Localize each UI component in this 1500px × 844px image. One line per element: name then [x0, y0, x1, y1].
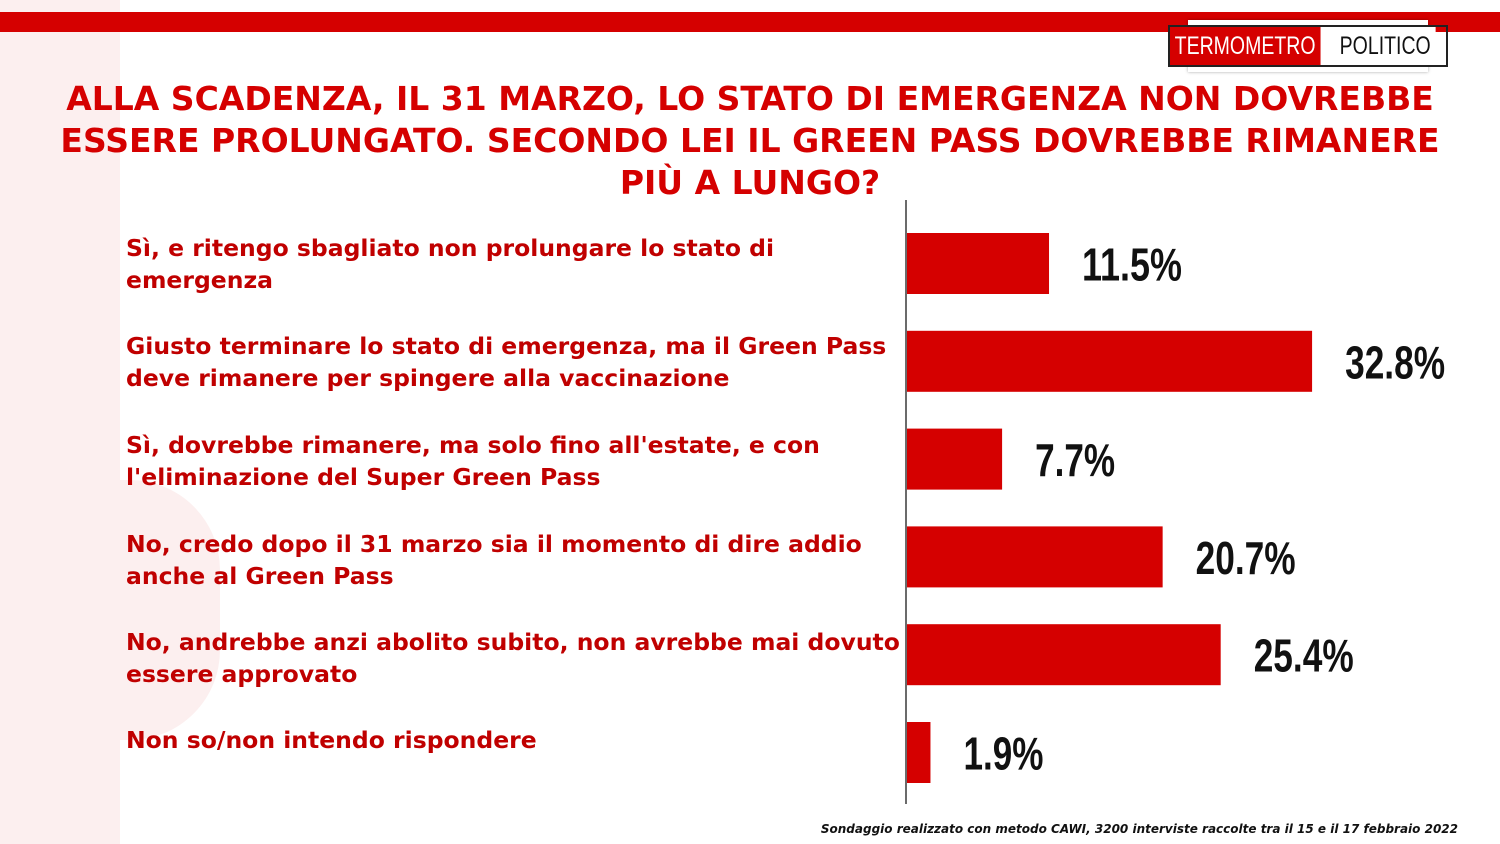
- bar-1: [907, 233, 1050, 294]
- category-label-3: Sì, dovrebbe rimanere, ma solo fino all'…: [126, 431, 820, 491]
- logo-text-politico: POLITICO: [1334, 27, 1436, 65]
- category-label-2: Giusto terminare lo stato di emergenza, …: [126, 332, 887, 392]
- bar-2: [907, 330, 1313, 392]
- data-label-6: 1.9%: [963, 728, 1043, 780]
- bar-5: [907, 624, 1221, 686]
- bar-4: [907, 526, 1163, 588]
- bar-6: [907, 722, 931, 783]
- brand-logo: TERMOMETRO POLITICO: [1168, 20, 1448, 72]
- data-label-4: 20.7%: [1196, 532, 1296, 584]
- data-label-1: 11.5%: [1082, 239, 1182, 291]
- footer-note: Sondaggio realizzato con metodo CAWI, 32…: [820, 822, 1458, 836]
- data-label-5: 25.4%: [1254, 630, 1354, 682]
- logo-text-termometro: TERMOMETRO: [1170, 27, 1321, 65]
- bar-3: [907, 428, 1003, 490]
- category-label-4: No, credo dopo il 31 marzo sia il moment…: [126, 530, 862, 590]
- top-accent-bar: [0, 12, 1500, 32]
- chart-title: ALLA SCADENZA, IL 31 MARZO, LO STATO DI …: [60, 79, 1440, 202]
- data-label-2: 32.8%: [1345, 336, 1445, 388]
- data-label-3: 7.7%: [1035, 434, 1115, 486]
- category-axis-line: [905, 200, 907, 804]
- category-label-5: No, andrebbe anzi abolito subito, non av…: [126, 628, 900, 688]
- category-label-1: Sì, e ritengo sbagliato non prolungare l…: [126, 234, 775, 294]
- category-label-6: Non so/non intendo rispondere: [126, 726, 537, 754]
